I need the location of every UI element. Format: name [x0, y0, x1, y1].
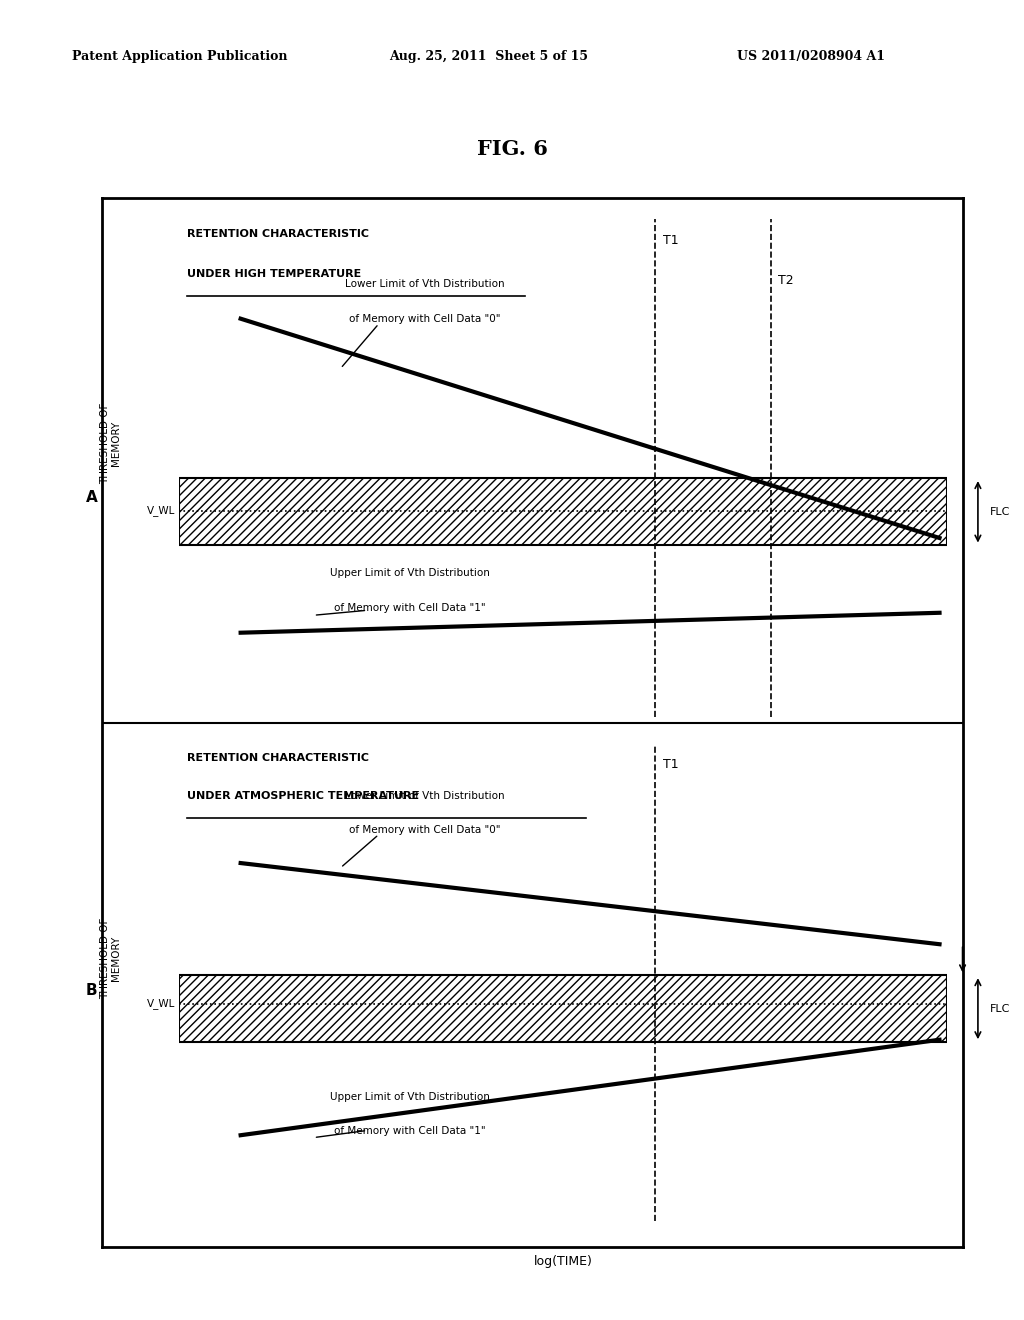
- Text: US 2011/0208904 A1: US 2011/0208904 A1: [737, 50, 886, 63]
- Text: Patent Application Publication: Patent Application Publication: [72, 50, 287, 63]
- Text: of Memory with Cell Data "0": of Memory with Cell Data "0": [349, 314, 501, 323]
- Text: log(TIME): log(TIME): [534, 752, 593, 766]
- Text: V_WL: V_WL: [147, 506, 175, 516]
- Text: RETENTION CHARACTERISTIC: RETENTION CHARACTERISTIC: [186, 754, 369, 763]
- Text: log(TIME): log(TIME): [534, 1254, 593, 1267]
- Text: Aug. 25, 2011  Sheet 5 of 15: Aug. 25, 2011 Sheet 5 of 15: [389, 50, 588, 63]
- Text: Lower Limit of Vth Distribution: Lower Limit of Vth Distribution: [345, 792, 505, 801]
- Text: FLC: FLC: [989, 1003, 1010, 1014]
- Text: Upper Limit of Vth Distribution: Upper Limit of Vth Distribution: [330, 1092, 489, 1102]
- Text: THRESHOLD OF
MEMORY: THRESHOLD OF MEMORY: [99, 403, 122, 484]
- Text: Lower Limit of Vth Distribution: Lower Limit of Vth Distribution: [345, 279, 505, 289]
- Text: RETENTION CHARACTERISTIC: RETENTION CHARACTERISTIC: [186, 228, 369, 239]
- Text: UNDER HIGH TEMPERATURE: UNDER HIGH TEMPERATURE: [186, 269, 361, 279]
- Text: B: B: [86, 983, 97, 998]
- Text: THRESHOLD OF
MEMORY: THRESHOLD OF MEMORY: [99, 917, 122, 999]
- Text: FLC: FLC: [989, 507, 1010, 517]
- Text: Upper Limit of Vth Distribution: Upper Limit of Vth Distribution: [330, 568, 489, 578]
- Text: of Memory with Cell Data "1": of Memory with Cell Data "1": [334, 603, 485, 612]
- Bar: [179, 478, 947, 545]
- Text: V_WL: V_WL: [147, 998, 175, 1010]
- Bar: [179, 975, 947, 1041]
- Text: of Memory with Cell Data "0": of Memory with Cell Data "0": [349, 825, 501, 834]
- Text: T2: T2: [778, 273, 794, 286]
- Text: FIG. 6: FIG. 6: [476, 139, 548, 158]
- Text: of Memory with Cell Data "1": of Memory with Cell Data "1": [334, 1126, 485, 1135]
- Text: UNDER ATMOSPHERIC TEMPERATURE: UNDER ATMOSPHERIC TEMPERATURE: [186, 792, 419, 801]
- Text: T1: T1: [664, 234, 679, 247]
- Text: T1: T1: [664, 758, 679, 771]
- Text: A: A: [86, 490, 97, 504]
